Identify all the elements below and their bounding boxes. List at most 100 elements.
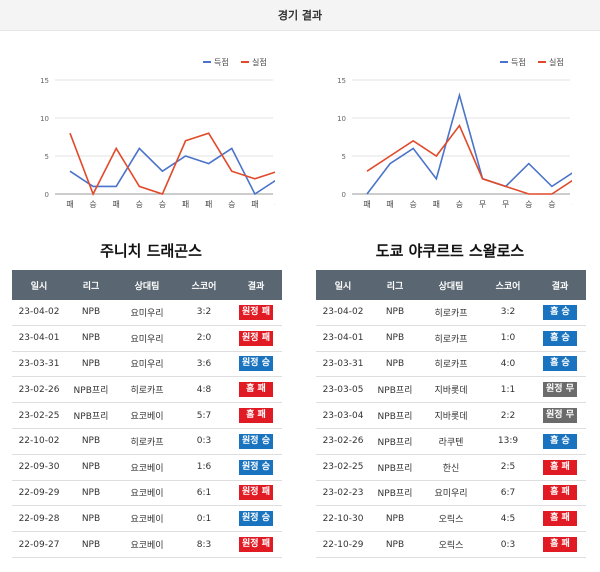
col-league: 리그 — [370, 270, 420, 300]
cell-date: 22-09-28 — [12, 505, 66, 533]
cell-opponent: 오릭스 — [420, 505, 482, 533]
cell-score: 2:0 — [178, 325, 230, 352]
series-line-scored — [366, 92, 572, 195]
cell-league: NPB프리 — [370, 376, 420, 404]
result-badge: 홈 패 — [543, 537, 577, 553]
x-tick-label: 승 — [410, 200, 417, 209]
cell-score: 6:7 — [482, 480, 534, 507]
result-badge: 원정 패 — [239, 304, 273, 320]
cell-opponent: 오릭스 — [420, 531, 482, 558]
cell-date: 22-09-30 — [12, 454, 66, 481]
y-tick-label: 5 — [45, 153, 49, 161]
page-title: 경기 결과 — [277, 9, 323, 22]
cell-score: 8:3 — [178, 531, 230, 558]
series-line-scored — [69, 147, 275, 196]
y-tick-label: 10 — [40, 115, 49, 123]
cell-result: 홈 승 — [534, 428, 586, 455]
cell-score: 0:1 — [178, 505, 230, 533]
cell-opponent: 히로카프 — [420, 300, 482, 326]
cell-league: NPB — [66, 531, 116, 558]
cell-score: 5:7 — [178, 402, 230, 429]
col-date: 일시 — [12, 270, 66, 300]
line-chart: 0 5 10 15 패 패 승 패 승 무 무 승 승 승 득점 실점 — [337, 57, 572, 209]
col-score: 스코어 — [482, 270, 534, 300]
result-badge: 홈 승 — [543, 356, 577, 372]
cell-result: 원정 승 — [230, 351, 282, 378]
table-header-row: 일시 리그 상대팀 스코어 결과 — [12, 270, 282, 300]
x-tick-label: 승 — [89, 200, 96, 209]
cell-league: NPB프리 — [370, 402, 420, 429]
chart-left: 0 5 10 15 패 승 패 승 승 패 패 승 패 승 득점 실점 — [25, 50, 275, 210]
cell-score: 4:8 — [178, 376, 230, 404]
cell-score: 0:3 — [178, 428, 230, 455]
cell-score: 2:5 — [482, 454, 534, 481]
table-row: 22-10-02 NPB 히로카프 0:3 원정 승 — [12, 428, 282, 455]
cell-opponent: 히로카프 — [420, 351, 482, 378]
cell-result: 홈 패 — [230, 402, 282, 429]
cell-result: 홈 승 — [534, 351, 586, 378]
cell-date: 22-10-02 — [12, 428, 66, 455]
cell-result: 원정 승 — [230, 428, 282, 455]
cell-opponent: 요코베이 — [116, 531, 178, 558]
y-tick-label: 10 — [337, 115, 346, 123]
cell-league: NPB — [66, 428, 116, 455]
table-row: 22-09-27 NPB 요코베이 8:3 원정 패 — [12, 531, 282, 558]
x-tick-label: 승 — [525, 200, 532, 209]
cell-league: NPB — [370, 531, 420, 558]
table-row: 22-10-30 NPB 오릭스 4:5 홈 패 — [316, 505, 586, 533]
result-badge: 홈 승 — [543, 330, 577, 346]
x-tick-label: 패 — [113, 199, 120, 209]
cell-opponent: 한신 — [420, 454, 482, 481]
chart-right: 0 5 10 15 패 패 승 패 승 무 무 승 승 승 득점 실점 — [322, 50, 572, 210]
cell-result: 원정 패 — [230, 480, 282, 507]
y-tick-label: 15 — [337, 77, 346, 85]
result-badge: 원정 승 — [239, 459, 273, 475]
cell-score: 6:1 — [178, 480, 230, 507]
result-badge: 홈 패 — [543, 485, 577, 501]
table-row: 23-02-23 NPB프리 요미우리 6:7 홈 패 — [316, 480, 586, 507]
table-header-row: 일시 리그 상대팀 스코어 결과 — [316, 270, 586, 300]
cell-date: 23-04-02 — [316, 300, 370, 326]
cell-opponent: 요코베이 — [116, 505, 178, 533]
cell-league: NPB프리 — [370, 454, 420, 481]
results-table-right: 일시 리그 상대팀 스코어 결과 23-04-02 NPB 히로카프 3:2 홈 승 23… — [316, 270, 586, 558]
cell-league: NPB — [66, 300, 116, 326]
team-name-right: 도쿄 야쿠르트 스왈로스 — [375, 242, 525, 260]
cell-date: 22-10-29 — [316, 531, 370, 558]
cell-result: 원정 패 — [230, 325, 282, 352]
cell-opponent: 요미우리 — [420, 480, 482, 507]
table-row: 23-04-01 NPB 히로카프 1:0 홈 승 — [316, 325, 586, 352]
cell-result: 원정 무 — [534, 402, 586, 429]
result-badge: 원정 패 — [239, 330, 273, 346]
cell-league: NPB — [66, 480, 116, 507]
cell-league: NPB프리 — [370, 480, 420, 507]
table-row: 23-02-26 NPB프리 라쿠텐 13:9 홈 승 — [316, 428, 586, 455]
cell-opponent: 요미우리 — [116, 300, 178, 326]
x-tick-label: 승 — [456, 200, 463, 209]
cell-league: NPB프리 — [66, 402, 116, 429]
cell-date: 23-04-01 — [12, 325, 66, 352]
cell-opponent: 히로카프 — [116, 428, 178, 455]
cell-opponent: 요미우리 — [116, 325, 178, 352]
y-tick-label: 0 — [342, 191, 346, 199]
x-tick-label: 승 — [548, 200, 555, 209]
x-tick-label: 무 — [502, 200, 509, 209]
cell-opponent: 지바롯데 — [420, 376, 482, 404]
x-tick-label: 무 — [479, 200, 486, 209]
cell-date: 22-09-29 — [12, 480, 66, 507]
cell-result: 원정 패 — [230, 531, 282, 558]
cell-score: 1:1 — [482, 376, 534, 404]
cell-score: 3:2 — [482, 300, 534, 326]
col-league: 리그 — [66, 270, 116, 300]
col-date: 일시 — [316, 270, 370, 300]
result-badge: 홈 승 — [543, 433, 577, 449]
cell-score: 3:6 — [178, 351, 230, 378]
table-row: 23-02-25 NPB프리 요코베이 5:7 홈 패 — [12, 402, 282, 429]
x-tick-label: 승 — [274, 200, 275, 209]
cell-result: 홈 승 — [534, 325, 586, 352]
cell-league: NPB — [370, 505, 420, 533]
table-row: 23-02-26 NPB프리 히로카프 4:8 홈 패 — [12, 376, 282, 404]
team-name-left: 주니치 드래곤스 — [100, 242, 202, 260]
cell-league: NPB — [66, 505, 116, 533]
cell-score: 4:5 — [482, 505, 534, 533]
